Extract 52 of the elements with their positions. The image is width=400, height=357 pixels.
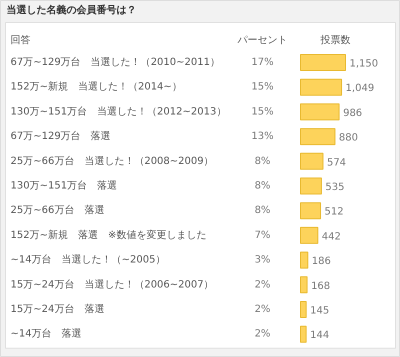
y-tick-label: 25万~66万台 落選: [10, 204, 104, 216]
data-label: 512: [324, 206, 344, 218]
text: 13%: [251, 131, 274, 142]
bar: [300, 226, 318, 244]
bar: [300, 152, 324, 170]
text: 8%: [254, 205, 270, 216]
data-label: 168: [311, 280, 330, 292]
data-label: 442: [322, 231, 341, 242]
bar: [300, 78, 342, 96]
text: パーセント: [236, 35, 288, 46]
y-tick-label: 130万~151万台 落選: [10, 180, 118, 192]
bar: [300, 54, 346, 71]
data-label: 1,150: [350, 58, 378, 70]
text: 15%: [251, 106, 274, 118]
y-tick-label: ~14万台 当選した！（~2005）: [10, 254, 166, 266]
data-label: 535: [325, 182, 345, 193]
text: 15%: [251, 82, 274, 93]
y-tick-label: 152万~新規 当選した！（2014~）: [10, 80, 182, 93]
bar: [300, 202, 322, 220]
text: 2%: [254, 328, 270, 340]
text: 8%: [254, 156, 270, 167]
bar: [300, 103, 340, 120]
bar: [300, 178, 322, 194]
data-label: 1,049: [346, 83, 374, 94]
text: 2%: [254, 304, 270, 315]
y-tick-label: 130万~151万台 当選した！（2012~2013）: [10, 105, 226, 118]
text: 8%: [254, 180, 270, 192]
text: 2%: [254, 279, 270, 290]
text: 回答: [10, 34, 30, 46]
data-label: 880: [338, 132, 358, 144]
y-tick-label: 67万~129万台 落選: [10, 130, 111, 142]
data-label: 986: [343, 108, 362, 119]
bar: [300, 128, 336, 146]
text: 17%: [251, 57, 274, 68]
y-tick-label: 67万~129万台 当選した！（2010~2011）: [10, 56, 220, 68]
bar: [300, 301, 307, 318]
text: 3%: [254, 254, 270, 266]
y-tick-label: 25万~66万台 当選した！（2008~2009）: [10, 154, 214, 167]
bar: [300, 326, 307, 343]
text: 投票数: [320, 34, 350, 46]
text: 7%: [254, 230, 270, 241]
text: 当選した名義の会員番号は？: [6, 4, 136, 16]
y-tick-label: 15万~24万台 当選した！（2006~2007）: [10, 278, 214, 290]
data-label: 574: [326, 157, 346, 168]
data-label: 186: [312, 256, 331, 268]
y-tick-label: 152万~新規 落選 ※数値を変更しました: [10, 228, 206, 241]
bar: [300, 252, 308, 269]
y-tick-label: ~14万台 落選: [10, 328, 82, 340]
y-tick-label: 15万~24万台 落選: [10, 303, 104, 315]
data-label: 144: [310, 330, 330, 342]
data-label: 145: [310, 306, 330, 316]
bar: [300, 276, 308, 294]
